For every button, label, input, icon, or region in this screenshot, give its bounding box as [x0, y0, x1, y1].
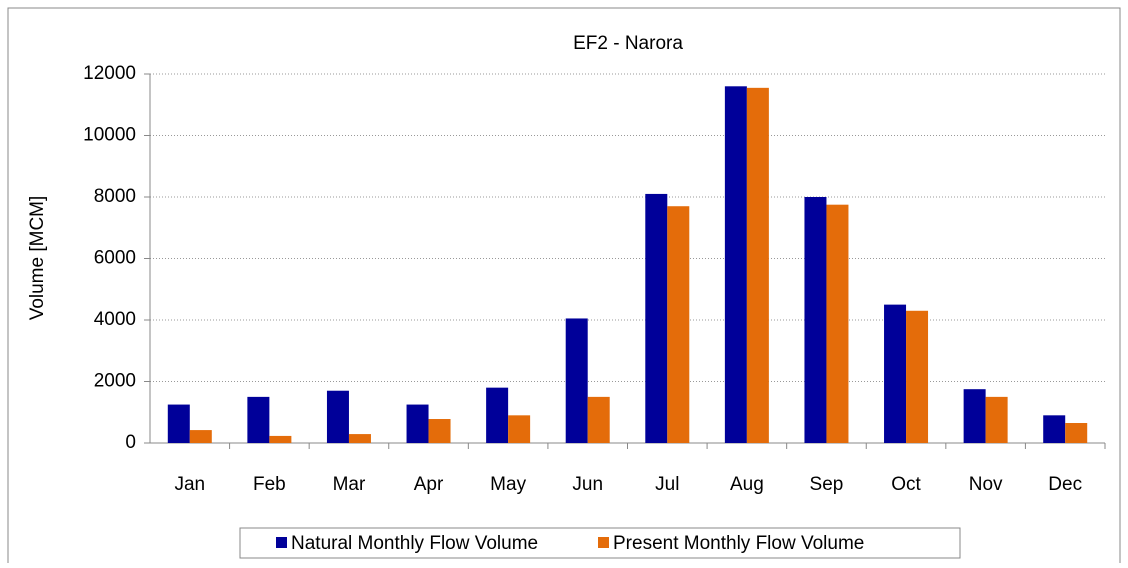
bar: [985, 396, 1008, 443]
bar: [667, 206, 690, 443]
x-tick-label: Aug: [730, 474, 764, 495]
x-tick-label: Apr: [414, 474, 444, 495]
bar: [406, 404, 429, 443]
bar: [348, 434, 371, 443]
bar: [724, 86, 747, 444]
bar: [1065, 423, 1088, 443]
y-tick-label: 8000: [94, 186, 136, 207]
x-tick-label: Nov: [969, 474, 1003, 495]
bar: [587, 396, 610, 443]
x-tick-label: May: [490, 474, 526, 495]
x-tick-label: Oct: [891, 474, 921, 495]
legend-label: Present Monthly Flow Volume: [613, 533, 864, 554]
bar: [746, 87, 769, 444]
x-tick-label: Dec: [1048, 474, 1082, 495]
bar: [428, 419, 451, 443]
bar: [565, 318, 588, 443]
bar: [906, 310, 929, 443]
y-tick-label: 10000: [83, 125, 136, 146]
bar: [1043, 415, 1066, 443]
x-tick-label: Jul: [655, 474, 679, 495]
legend-swatch: [276, 537, 287, 548]
x-tick-label: Sep: [810, 474, 844, 495]
bar: [167, 404, 190, 443]
y-tick-label: 4000: [94, 309, 136, 330]
bar: [963, 389, 986, 443]
bar: [804, 197, 827, 443]
y-axis-label: Volume [MCM]: [27, 196, 48, 321]
y-tick-label: 2000: [94, 371, 136, 392]
y-tick-label: 12000: [83, 63, 136, 84]
y-tick-label: 6000: [94, 248, 136, 269]
x-tick-label: Feb: [253, 474, 286, 495]
x-tick-label: Mar: [333, 474, 366, 495]
bar: [826, 204, 849, 443]
legend-label: Natural Monthly Flow Volume: [291, 533, 538, 554]
chart-title: EF2 - Narora: [573, 33, 683, 54]
bar: [508, 415, 531, 443]
bar: [645, 193, 668, 443]
bar: [486, 387, 509, 443]
bar: [269, 435, 292, 443]
bar: [189, 430, 212, 443]
bar: [884, 304, 907, 443]
legend-swatch: [598, 537, 609, 548]
bar: [326, 390, 349, 443]
x-tick-label: Jan: [174, 474, 205, 495]
bar: [247, 396, 270, 443]
chart-border: [7, 7, 1121, 568]
x-tick-label: Jun: [572, 474, 603, 495]
y-tick-label: 0: [125, 432, 136, 453]
